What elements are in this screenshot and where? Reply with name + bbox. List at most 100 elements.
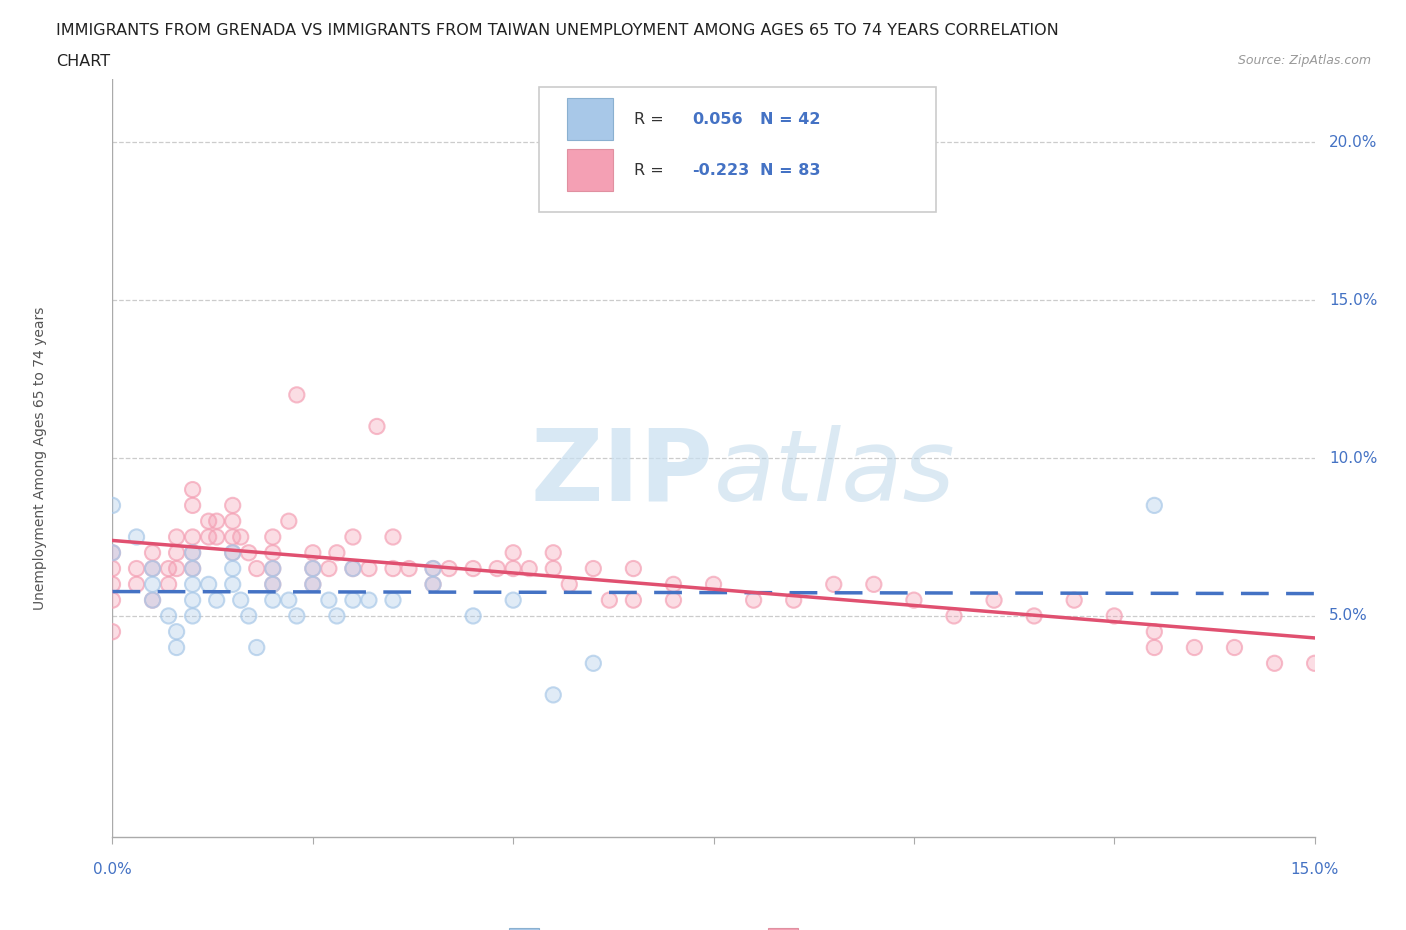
Point	[502, 545, 524, 560]
Point	[181, 561, 204, 576]
Point	[422, 561, 444, 576]
Point	[205, 592, 228, 607]
Point	[621, 592, 644, 607]
Point	[302, 577, 325, 591]
Point	[543, 561, 565, 576]
Point	[598, 592, 620, 607]
Point	[222, 577, 245, 591]
Point	[222, 561, 245, 576]
Point	[461, 608, 484, 623]
Point	[262, 592, 284, 607]
Point	[342, 529, 364, 544]
Point	[1143, 640, 1166, 655]
Point	[101, 624, 124, 639]
Point	[181, 608, 204, 623]
Point	[342, 592, 364, 607]
Point	[302, 577, 325, 591]
Point	[582, 561, 605, 576]
Point	[598, 592, 620, 607]
Point	[1024, 608, 1046, 623]
Point	[318, 561, 340, 576]
Text: -0.223: -0.223	[692, 163, 749, 178]
Point	[101, 624, 124, 639]
Point	[141, 577, 163, 591]
Point	[166, 640, 188, 655]
Point	[342, 529, 364, 544]
Point	[141, 545, 163, 560]
Point	[181, 592, 204, 607]
Point	[357, 592, 380, 607]
Point	[823, 577, 845, 591]
Point	[398, 561, 420, 576]
Point	[229, 529, 252, 544]
Point	[1102, 608, 1125, 623]
Point	[1063, 592, 1085, 607]
Point	[318, 592, 340, 607]
Point	[582, 656, 605, 671]
Point	[621, 561, 644, 576]
Point	[101, 545, 124, 560]
Point	[229, 592, 252, 607]
Point	[181, 577, 204, 591]
Text: CHART: CHART	[56, 54, 110, 69]
Point	[157, 608, 180, 623]
Point	[197, 529, 219, 544]
Point	[197, 577, 219, 591]
Point	[101, 498, 124, 512]
Text: Unemployment Among Ages 65 to 74 years: Unemployment Among Ages 65 to 74 years	[34, 306, 48, 610]
Point	[262, 577, 284, 591]
Point	[262, 561, 284, 576]
Point	[366, 419, 388, 434]
Point	[141, 592, 163, 607]
Point	[181, 545, 204, 560]
Point	[326, 608, 349, 623]
Point	[181, 561, 204, 576]
Point	[326, 545, 349, 560]
Point	[262, 545, 284, 560]
Point	[141, 592, 163, 607]
Point	[181, 561, 204, 576]
Point	[181, 482, 204, 497]
Point	[141, 561, 163, 576]
Text: 0.056: 0.056	[692, 112, 742, 126]
Point	[166, 624, 188, 639]
Point	[222, 513, 245, 528]
Point	[125, 529, 148, 544]
Point	[382, 529, 405, 544]
Point	[205, 529, 228, 544]
Point	[101, 545, 124, 560]
Point	[543, 687, 565, 702]
Point	[502, 561, 524, 576]
Point	[543, 545, 565, 560]
Point	[302, 561, 325, 576]
Point	[1303, 656, 1326, 671]
Point	[229, 529, 252, 544]
Point	[222, 545, 245, 560]
Point	[229, 592, 252, 607]
Point	[302, 577, 325, 591]
Point	[166, 529, 188, 544]
Text: 10.0%: 10.0%	[1329, 450, 1378, 466]
Point	[342, 561, 364, 576]
Point	[382, 561, 405, 576]
Point	[262, 577, 284, 591]
Point	[222, 529, 245, 544]
Point	[422, 577, 444, 591]
Point	[863, 577, 886, 591]
Point	[101, 577, 124, 591]
FancyBboxPatch shape	[540, 86, 936, 212]
Point	[197, 513, 219, 528]
Point	[277, 592, 299, 607]
Point	[181, 608, 204, 623]
Point	[543, 687, 565, 702]
Point	[702, 577, 725, 591]
Point	[246, 561, 269, 576]
Point	[166, 640, 188, 655]
FancyBboxPatch shape	[567, 149, 613, 191]
Point	[246, 640, 269, 655]
Point	[302, 577, 325, 591]
Point	[222, 561, 245, 576]
Point	[983, 592, 1005, 607]
Point	[621, 561, 644, 576]
Point	[342, 561, 364, 576]
